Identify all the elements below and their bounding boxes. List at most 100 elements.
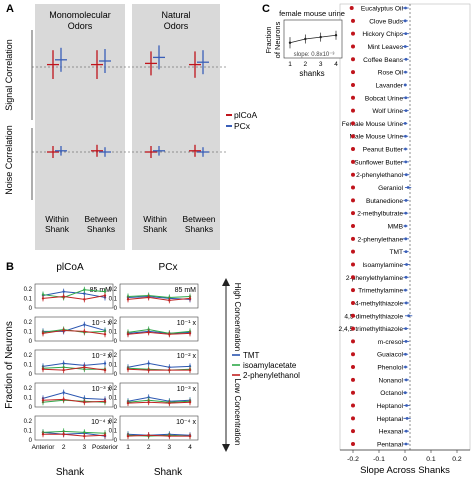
panel-b-line-plCoA-0-2-phenylethanol (42, 295, 106, 300)
panel-c-label-24: 4,5-dimethylthiazole (344, 313, 403, 320)
panel-b-conc-plCoA-0: 85 mM (90, 287, 112, 294)
panel-b-ytick-0-2: 0.2 (24, 287, 33, 293)
panel-a-title-nat-l1: Natural (161, 10, 190, 20)
panel-c-xtick-4: 0.2 (452, 456, 462, 463)
panel-c-pcx-point-11 (404, 147, 407, 151)
panel-c-xtick-1: -0.1 (373, 456, 385, 463)
panel-b-point-PCx-1-2-phenylethanol-2 (168, 333, 171, 336)
panel-b-conc-plCoA-3: 10⁻³ x (92, 386, 112, 393)
panel-c-pcx-point-1 (403, 19, 407, 23)
arrow-head-up (222, 278, 230, 286)
panel-b-box-plCoA-0 (34, 283, 114, 309)
panel-b-point-plCoA-0-TMT-1 (62, 290, 65, 293)
inset-frame (283, 19, 343, 59)
panel-b-line-PCx-2-TMT (127, 362, 191, 368)
panel-c-plcoa-point-0 (349, 6, 354, 10)
panel-c-pcx-point-31 (405, 404, 408, 407)
panel-c-plcoa-point-29 (351, 377, 355, 382)
panel-b-point-PCx-3-2-phenylethanol-2 (168, 401, 171, 405)
panel-c-pcx-point-29 (404, 378, 408, 382)
panel-c-plcoa-point-3 (351, 44, 355, 49)
inset-xtick-2: 3 (319, 61, 323, 68)
panel-c-label-7: Bobcat Urine (365, 95, 403, 102)
panel-c-pcx-point-8 (404, 109, 408, 112)
panel-b-ytick-pcx-1-1: 0.1 (109, 329, 118, 335)
panel-b-point-plCoA-3-2-phenylethanol-1 (62, 398, 65, 401)
panel-b-ytick-pcx-0-1: 0.1 (109, 296, 118, 302)
panel-c-plcoa-point-10 (351, 134, 355, 139)
panel-a-xlabel-4b: Shanks (185, 224, 213, 234)
panel-b-point-plCoA-4-2-phenylethanol-1 (62, 433, 65, 436)
panel-c-pcx-point-26 (404, 340, 408, 343)
panel-b-xtick-plCoA-1: 2 (62, 444, 66, 451)
panel-c-label-15: Butanedione (366, 198, 403, 205)
panel-c-pcx-point-14 (406, 186, 410, 189)
panel-b-ytick-4-1: 0.1 (24, 428, 33, 434)
legend-iso-label: isoamylacetate (243, 361, 297, 370)
panel-b-line-PCx-0-2-phenylethanol (127, 296, 191, 301)
panel-c-plcoa-point-18 (351, 236, 355, 241)
panel-b-conc-PCx-4: 10⁻⁴ x (176, 419, 196, 426)
inset-line (289, 34, 337, 44)
panel-a-xlabel-1b: Shank (45, 224, 70, 234)
panel-c-label-18: 2-phenylethane (358, 236, 404, 243)
panel-c-label-33: Hexanal (379, 429, 404, 436)
panel-b-xtick-PCx-1: 2 (147, 444, 151, 451)
panel-b-point-PCx-0-2-phenylethanol-3 (188, 297, 192, 300)
panel-c-plcoa-point-33 (351, 429, 355, 434)
panel-c-pcx-point-16 (404, 211, 408, 215)
panel-c-plcoa-point-5 (351, 70, 355, 75)
panel-a-bg-natural (132, 4, 220, 250)
panel-b-line-plCoA-4-TMT (42, 431, 106, 437)
panel-c-label-32: Heptanal (377, 416, 404, 423)
panel-c-plcoa-point-23 (351, 300, 355, 305)
panel-c-label-25: 2,4,5-trimethylthiazole (338, 326, 403, 333)
panel-c-label-9: Female Mouse Urine (342, 121, 404, 128)
panel-a-xlabel-3a: Within (143, 214, 167, 224)
panel-b-box-plCoA-2 (34, 349, 114, 375)
panel-c-label-27: Guaiacol (377, 352, 404, 359)
panel-c: Slope Across Shanks female mouse urine F… (264, 3, 471, 476)
panel-b-point-plCoA-2-TMT-1 (62, 362, 65, 365)
panel-b-point-plCoA-2-2-phenylethanol-1 (62, 368, 65, 372)
inset-xlabel: shanks (299, 69, 324, 78)
panel-b-point-PCx-4-2-phenylethanol-3 (188, 434, 192, 438)
panel-b-point-plCoA-3-TMT-1 (62, 391, 65, 394)
panel-a-xlabel-1a: Within (45, 214, 69, 224)
panel-c-pcx-point-7 (404, 96, 408, 100)
panel-b-line-plCoA-0-TMT (42, 291, 106, 298)
panel-b-point-PCx-1-2-phenylethanol-0 (126, 333, 130, 336)
panel-b-ytick-1-0: 0 (29, 339, 33, 345)
panel-b-point-PCx-2-2-phenylethanol-0 (126, 368, 130, 371)
panel-c-plcoa-point-8 (351, 108, 355, 113)
panel-c-plcoa-point-24 (351, 313, 355, 318)
panel-b-xlabel-right: Shank (154, 467, 183, 478)
panel-c-plcoa-point-26 (351, 339, 355, 344)
panel-c-label-16: 2-methylbutrate (357, 211, 403, 218)
panel-b-point-plCoA-0-isoamylacetate-3 (103, 290, 107, 293)
panel-a-bg-mono (35, 4, 125, 250)
panel-c-label-3: Mint Leaves (367, 44, 403, 51)
panel-c-plcoa-point-21 (351, 275, 355, 280)
panel-b-box-PCx-1 (119, 316, 199, 342)
panel-b-ytick-pcx-2-2: 0.2 (109, 353, 118, 359)
panel-c-plcoa-point-16 (351, 211, 355, 216)
panel-b-line-plCoA-4-2-phenylethanol (43, 433, 106, 437)
panel-b-point-plCoA-3-2-phenylethanol-3 (103, 400, 107, 403)
panel-c-label-28: Phenolol (377, 365, 403, 372)
panel-b-ytick-1-1: 0.1 (24, 329, 33, 335)
panel-b-line-PCx-3-isoamylacetate (127, 399, 191, 403)
panel-b-point-plCoA-0-TMT-2 (83, 292, 86, 295)
panel-c-plcoa-point-11 (351, 147, 355, 152)
panel-b-line-PCx-3-TMT (127, 396, 191, 402)
panel-b-line-plCoA-3-TMT (42, 392, 106, 400)
panel-b-ytick-pcx-0-2: 0.2 (109, 287, 118, 293)
panel-c-label-4: Coffee Beans (363, 57, 404, 64)
panel-c-label-2: Hickory Chips (362, 31, 403, 38)
panel-b-point-PCx-2-2-phenylethanol-1 (147, 368, 150, 372)
panel-b-point-PCx-2-2-phenylethanol-3 (188, 368, 192, 372)
panel-c-pcx-point-28 (404, 365, 407, 369)
inset-slope: slope: 0.8x10⁻³ (294, 52, 335, 58)
panel-c-pcx-point-3 (403, 45, 407, 48)
